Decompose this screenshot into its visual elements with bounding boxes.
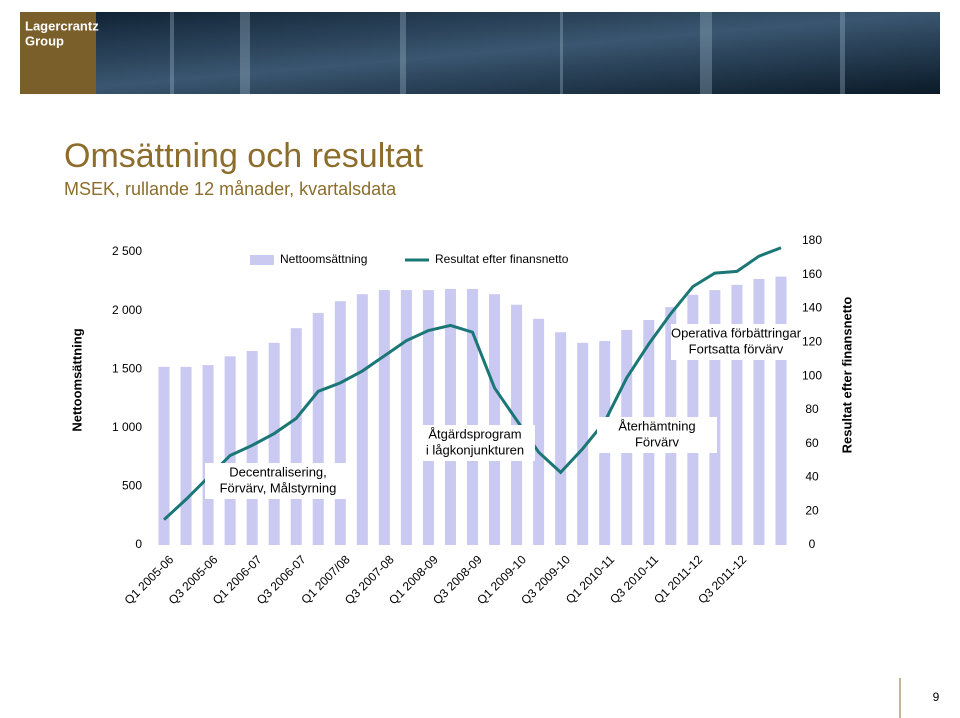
bar	[202, 365, 214, 545]
x-tick-label: Q3 2011-12	[695, 552, 749, 606]
y2-tick-label: 80	[805, 402, 819, 416]
bar	[334, 301, 346, 545]
bar	[290, 328, 302, 545]
legend-label: Resultat efter finansnetto	[435, 252, 569, 266]
logo-box	[20, 12, 96, 94]
bar	[180, 366, 192, 545]
bar	[400, 290, 412, 545]
logo-text: Group	[25, 33, 64, 48]
annotation-text: Åtgärdsprogram	[428, 426, 521, 441]
bar	[511, 304, 523, 545]
line	[163, 246, 782, 521]
bar	[268, 342, 280, 545]
y-tick-label: 2 000	[112, 303, 142, 317]
annotation-text: Förvärv, Målstyrning	[220, 480, 337, 495]
logo-text: Lagercrantz	[25, 18, 99, 33]
y2-tick-label: 180	[802, 233, 822, 247]
bar	[312, 312, 324, 545]
annotation-text: i lågkonjunkturen	[426, 442, 524, 457]
bar	[753, 278, 765, 545]
annotation-box	[205, 463, 351, 499]
y2-tick-label: 60	[805, 436, 819, 450]
annotation-text: Fortsatta förvärv	[689, 341, 784, 356]
chart-title: Omsättning och resultat	[64, 137, 424, 175]
legend-swatch	[250, 255, 274, 265]
y2-tick-label: 20	[805, 503, 819, 517]
bar	[775, 276, 787, 545]
y-tick-label: 500	[122, 479, 142, 493]
annotation-box	[415, 425, 535, 461]
y2-tick-label: 140	[802, 301, 822, 315]
y-tick-label: 2 500	[112, 244, 142, 258]
bar	[533, 318, 545, 545]
annotation-text: Förvärv	[635, 434, 680, 449]
y2-tick-label: 0	[809, 537, 816, 551]
bar	[731, 284, 743, 545]
annotation-text: Operativa förbättringar	[671, 325, 802, 340]
y2-tick-label: 40	[805, 470, 819, 484]
annotation-box	[671, 324, 801, 360]
legend-label: Nettoomsättning	[280, 252, 367, 266]
bar	[356, 294, 368, 545]
bar	[158, 366, 170, 545]
y-tick-label: 1 000	[112, 420, 142, 434]
y2-axis-label: Resultat efter finansnetto	[839, 297, 854, 454]
bar	[378, 290, 390, 545]
banner-stripes	[170, 12, 845, 94]
chart-subtitle: MSEK, rullande 12 månader, kvartalsdata	[64, 179, 397, 199]
bar	[444, 288, 456, 545]
bar	[246, 351, 258, 545]
y2-tick-label: 120	[802, 335, 822, 349]
y2-tick-label: 100	[802, 368, 822, 382]
y-tick-label: 1 500	[112, 361, 142, 375]
y2-tick-label: 160	[802, 267, 822, 281]
bar	[489, 294, 501, 545]
y-tick-label: 0	[135, 537, 142, 551]
annotation-text: Decentralisering,	[229, 464, 327, 479]
header-banner	[20, 12, 940, 94]
annotation-text: Återhämtning	[618, 418, 695, 433]
y-axis-label: Nettoomsättning	[69, 328, 84, 431]
bar	[577, 342, 589, 545]
page-number: 9	[933, 690, 940, 704]
bar	[422, 290, 434, 545]
bar	[466, 288, 479, 545]
bar	[224, 356, 236, 545]
annotation-box	[597, 417, 717, 453]
bar	[555, 332, 567, 545]
